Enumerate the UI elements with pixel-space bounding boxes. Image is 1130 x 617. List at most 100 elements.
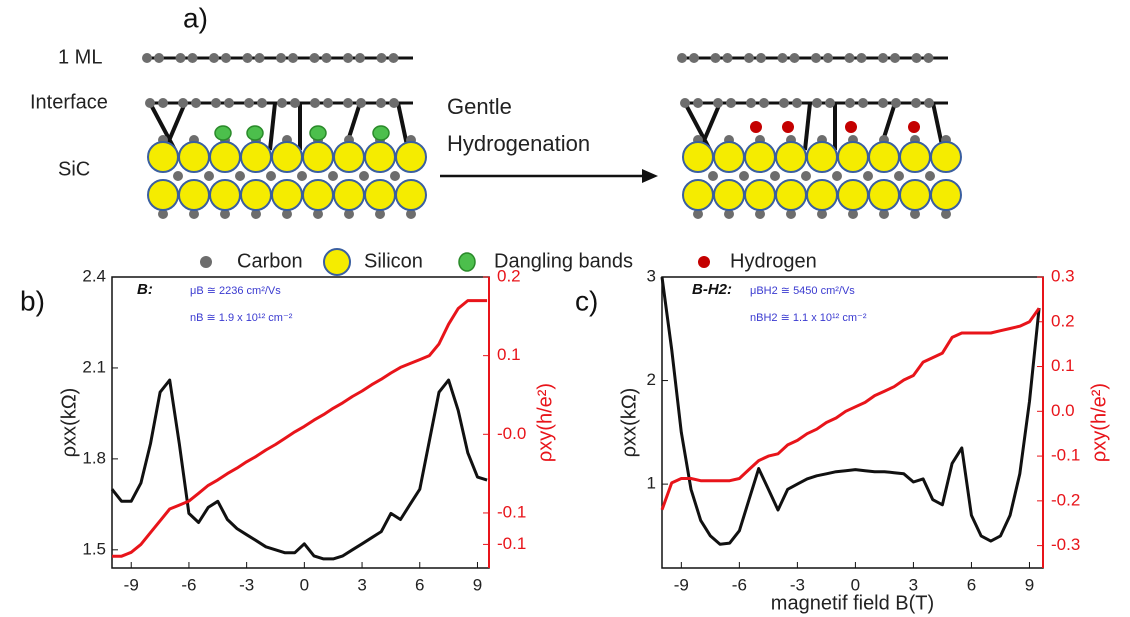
y2-tick-label: -0.1 (497, 534, 526, 553)
silicon-atom (271, 179, 303, 211)
silicon-atom (178, 141, 210, 173)
carbon-atom (406, 209, 416, 219)
annotation: μBH2 ≅ 5450 cm²/Vs (750, 285, 855, 297)
carbon-atom (812, 98, 822, 108)
carbon-atom (209, 53, 219, 63)
bond (268, 102, 277, 151)
silicon-atom (806, 141, 838, 173)
carbon-atom (376, 98, 386, 108)
carbon-atom (344, 209, 354, 219)
carbon-atom (832, 171, 842, 181)
hydrogen-atom (845, 121, 857, 133)
carbon-atom (257, 98, 267, 108)
dangling-bond (372, 125, 390, 141)
y-axis-label: ρxx(kΩ) (58, 388, 80, 458)
silicon-atom (682, 141, 714, 173)
legend-label: Carbon (237, 250, 303, 272)
x-tick-label: 3 (357, 575, 366, 594)
silicon-atom (147, 179, 179, 211)
silicon-atom (209, 179, 241, 211)
carbon-atom (856, 53, 867, 63)
carbon-atom (220, 209, 230, 219)
carbon-atom (911, 53, 922, 63)
silicon-atom (240, 179, 272, 211)
carbon-atom (770, 171, 780, 181)
arrow-head (642, 169, 658, 183)
bond (683, 102, 712, 151)
x-tick-label: 9 (473, 575, 482, 594)
carbon-atom (724, 209, 734, 219)
carbon-atom (254, 53, 265, 63)
silicon-atom (364, 179, 396, 211)
carbon-atom (221, 53, 231, 63)
data-line (660, 307, 1041, 511)
carbon-atom (321, 53, 332, 63)
silicon-atom (930, 141, 962, 173)
y2-tick-label: 0.1 (1051, 356, 1075, 375)
y-tick-label: 2.1 (82, 357, 106, 376)
silicon-atom (899, 141, 931, 173)
silicon-atom (868, 179, 900, 211)
y-tick-label: 1 (647, 474, 656, 493)
y2-axis-label: ρxy(h/e²) (534, 383, 556, 462)
carbon-atom (844, 53, 855, 63)
y2-tick-label: 0.1 (497, 345, 521, 364)
carbon-atom (811, 53, 821, 63)
carbon-atom (693, 209, 703, 219)
carbon-atom (376, 53, 387, 63)
legend-label: Silicon (364, 250, 423, 272)
carbon-atom (211, 98, 221, 108)
arrow-label: Hydrogenation (447, 131, 590, 156)
carbon-atom (251, 209, 261, 219)
hydrogen-atom (908, 121, 920, 133)
x-axis-label: magnetif field B(T) (771, 592, 934, 614)
carbon-atom (825, 98, 835, 108)
hydrogen-atom (782, 121, 794, 133)
carbon-atom (389, 98, 399, 108)
carbon-atom (343, 53, 353, 63)
panel-label: c) (575, 285, 598, 316)
dangling-bond (309, 125, 327, 141)
carbon-atom (786, 209, 796, 219)
y-tick-label: 1.5 (82, 539, 106, 558)
charts: b) B: μB ≅ 2236 cm²/Vs nB ≅ 1.9 x 10¹² cm⁻²… (20, 266, 1110, 614)
carbon-atom (817, 209, 827, 219)
arrow-label: Gentle (447, 94, 512, 119)
y2-tick-label: 0.2 (1051, 311, 1075, 330)
carbon-atom (779, 98, 789, 108)
carbon-atom (235, 171, 245, 181)
silicon-atom (744, 141, 776, 173)
carbon-atom (224, 98, 234, 108)
carbon-atom (894, 171, 904, 181)
carbon-atom (710, 53, 721, 63)
carbon-atom (726, 98, 736, 108)
silicon-atom (930, 179, 962, 211)
carbon-atom (288, 53, 298, 63)
layer-label: Interface (30, 91, 108, 113)
carbon-atom (158, 209, 168, 219)
carbon-atom (173, 171, 183, 181)
y2-tick-label: -0.2 (1051, 490, 1080, 509)
carbon-atom (759, 98, 769, 108)
silicon-atom (395, 179, 427, 211)
legend-marker (323, 248, 351, 276)
carbon-atom (310, 98, 320, 108)
x-tick-label: -9 (124, 575, 139, 594)
silicon-atom (240, 141, 272, 173)
x-tick-label: -6 (732, 575, 747, 594)
carbon-atom (204, 171, 214, 181)
carbon-atom (713, 98, 723, 108)
diagram (142, 53, 962, 219)
carbon-atom (355, 53, 365, 63)
carbon-atom (191, 98, 201, 108)
carbon-atom (313, 209, 323, 219)
silicon-atom (209, 141, 241, 173)
silicon-atom (713, 179, 745, 211)
legend-label: Dangling bands (494, 250, 633, 272)
x-tick-label: 0 (851, 575, 860, 594)
carbon-atom (863, 171, 873, 181)
carbon-atom (755, 209, 765, 219)
x-tick-label: 6 (415, 575, 424, 594)
annotation: nBH2 ≅ 1.1 x 10¹² cm⁻² (750, 312, 867, 324)
carbon-atom (792, 98, 802, 108)
